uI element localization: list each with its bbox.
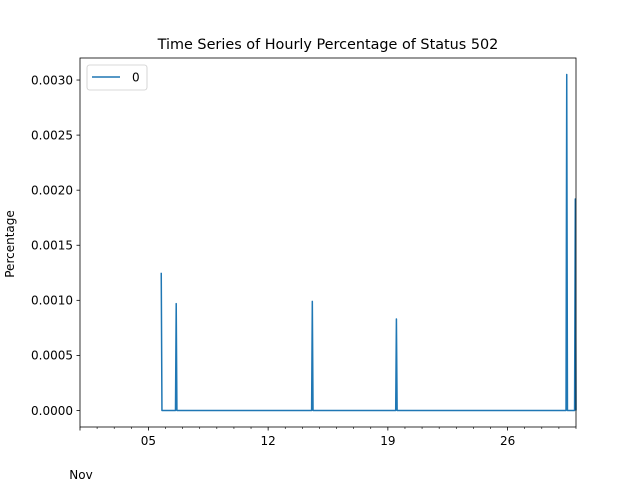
- plot-frame: [79, 57, 577, 428]
- x-axis: 05 12 19 26: [79, 427, 577, 448]
- x-tick-label: 26: [500, 434, 515, 448]
- y-axis-label: Percentage: [3, 210, 17, 278]
- legend-label: 0: [132, 70, 140, 84]
- x-month-label: Nov: [69, 468, 92, 480]
- y-tick-label: 0.0010: [31, 294, 73, 308]
- x-tick-label: 12: [260, 434, 275, 448]
- legend: 0: [86, 64, 148, 91]
- series-line: [160, 73, 577, 412]
- x-tick-label: 05: [141, 434, 156, 448]
- y-tick-label: 0.0020: [31, 183, 73, 197]
- y-tick-label: 0.0030: [31, 73, 73, 87]
- y-tick-label: 0.0005: [31, 349, 73, 363]
- x-tick-label: 19: [380, 434, 395, 448]
- chart-title: Time Series of Hourly Percentage of Stat…: [157, 37, 499, 53]
- y-tick-label: 0.0015: [31, 239, 73, 253]
- y-tick-label: 0.0000: [31, 404, 73, 418]
- y-axis: 0.0000 0.0005 0.0010 0.0015 0.0020 0.0025 0.00…: [31, 73, 80, 418]
- plot-area: [160, 73, 577, 412]
- y-tick-label: 0.0025: [31, 128, 73, 142]
